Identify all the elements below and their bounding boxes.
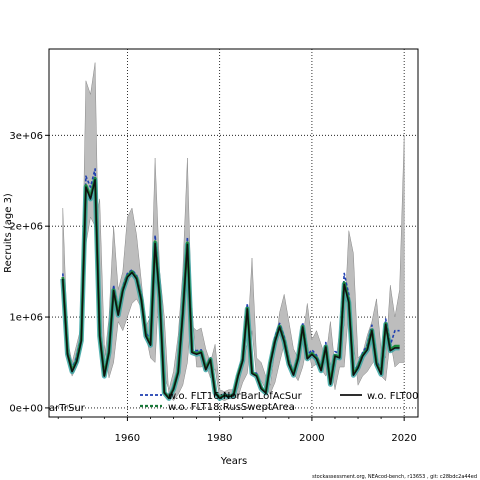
- legend-label-1: w.o. FLT18:RusSweptArea: [168, 402, 295, 413]
- x-tick-label-0: 1960: [115, 433, 140, 444]
- legend-label-0: w.o. FLT16:NorBarLofAcSur: [168, 391, 303, 402]
- x-axis: 1960 1980 2000 2020: [57, 417, 417, 444]
- confidence-band: [62, 62, 405, 401]
- series-line-2: [62, 179, 400, 400]
- footer-text: stockassessment.org, NEAcod-bench, r1365…: [312, 474, 477, 480]
- y-tick-label-1: 1e+06: [9, 313, 43, 324]
- y-tick-label-2: 2e+06: [9, 222, 43, 233]
- x-tick-label-1: 1980: [207, 433, 232, 444]
- y-tick-label-3: 3e+06: [9, 131, 43, 142]
- y-axis: 0e+00 1e+06 2e+06 3e+06: [9, 131, 49, 414]
- series-layer: [60, 168, 400, 401]
- confidence-band-area: [62, 62, 405, 401]
- x-axis-title: Years: [220, 456, 247, 467]
- legend-label-2: w.o. FLT00: [367, 391, 419, 402]
- x-tick-label-3: 2020: [391, 433, 416, 444]
- plot-frame: [48, 48, 419, 418]
- y-tick-label-0: 0e+00: [9, 403, 43, 414]
- x-tick-label-2: 2000: [299, 433, 324, 444]
- y-axis-title: Recruits (age 3): [3, 193, 14, 273]
- legend-clipped-label: arTrSur: [49, 403, 86, 414]
